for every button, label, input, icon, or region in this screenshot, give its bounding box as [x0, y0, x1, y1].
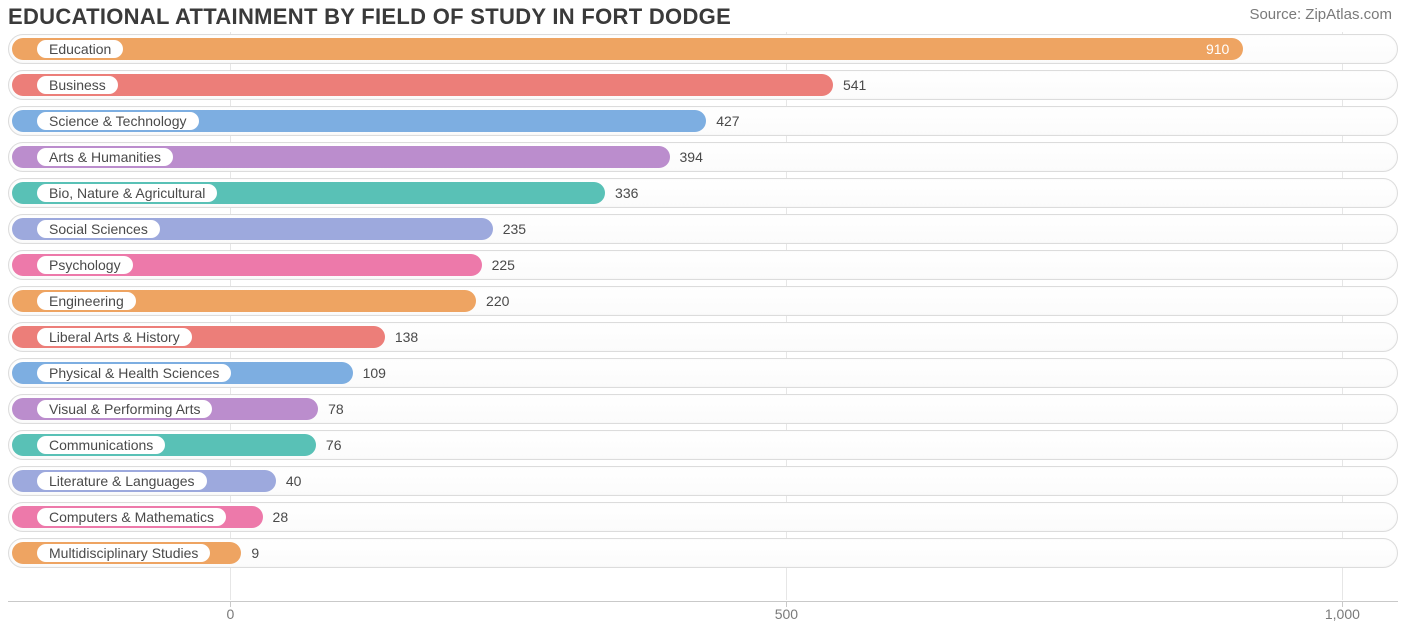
- bar-value: 336: [615, 185, 638, 201]
- bar-label-pill: Visual & Performing Arts: [35, 398, 214, 420]
- plot-area: Education 910 Business 541 Science & Technol…: [8, 32, 1398, 600]
- tick-label: 1,000: [1325, 606, 1360, 622]
- bar-label-pill: Engineering: [35, 290, 138, 312]
- bar-value: 76: [326, 437, 342, 453]
- bar-value: 541: [843, 77, 866, 93]
- bar-label-pill: Computers & Mathematics: [35, 506, 228, 528]
- bar-track: Science & Technology 427: [8, 106, 1398, 136]
- bar-track: Arts & Humanities 394: [8, 142, 1398, 172]
- bar-value: 28: [273, 509, 289, 525]
- bar-label-pill: Literature & Languages: [35, 470, 209, 492]
- bar-value: 40: [286, 473, 302, 489]
- bar-label-pill: Arts & Humanities: [35, 146, 175, 168]
- bar-label-pill: Education: [35, 38, 125, 60]
- bar-track: Computers & Mathematics 28: [8, 502, 1398, 532]
- bar-value: 910: [1206, 41, 1229, 57]
- bar-value: 9: [251, 545, 259, 561]
- bar-value: 138: [395, 329, 418, 345]
- bar-track: Communications 76: [8, 430, 1398, 460]
- bar-value: 235: [503, 221, 526, 237]
- bar-label-pill: Communications: [35, 434, 167, 456]
- bar-label-pill: Multidisciplinary Studies: [35, 542, 212, 564]
- header: EDUCATIONAL ATTAINMENT BY FIELD OF STUDY…: [0, 0, 1406, 30]
- bar-track: Literature & Languages 40: [8, 466, 1398, 496]
- bar-track: Engineering 220: [8, 286, 1398, 316]
- bar-label-pill: Liberal Arts & History: [35, 326, 194, 348]
- bar-value: 427: [716, 113, 739, 129]
- bar-track: Multidisciplinary Studies 9: [8, 538, 1398, 568]
- bar-track: Bio, Nature & Agricultural 336: [8, 178, 1398, 208]
- bar-track: Physical & Health Sciences 109: [8, 358, 1398, 388]
- bar: [12, 74, 833, 96]
- bar-track: Business 541: [8, 70, 1398, 100]
- bar: [12, 38, 1243, 60]
- bar-value: 225: [492, 257, 515, 273]
- bar-value: 220: [486, 293, 509, 309]
- bar-track: Education 910: [8, 34, 1398, 64]
- bar-label-pill: Psychology: [35, 254, 135, 276]
- bar-label-pill: Bio, Nature & Agricultural: [35, 182, 219, 204]
- bar-track: Psychology 225: [8, 250, 1398, 280]
- bar-track: Social Sciences 235: [8, 214, 1398, 244]
- bar-label-pill: Social Sciences: [35, 218, 162, 240]
- bar-value: 109: [363, 365, 386, 381]
- chart-title: EDUCATIONAL ATTAINMENT BY FIELD OF STUDY…: [8, 4, 731, 30]
- bar-track: Visual & Performing Arts 78: [8, 394, 1398, 424]
- tick-label: 0: [226, 606, 234, 622]
- chart-source: Source: ZipAtlas.com: [1249, 4, 1398, 23]
- bar-label-pill: Science & Technology: [35, 110, 201, 132]
- x-axis: 0 500 1,000: [8, 601, 1398, 623]
- bar-label-pill: Physical & Health Sciences: [35, 362, 233, 384]
- bar-value: 394: [680, 149, 703, 165]
- bar-label-pill: Business: [35, 74, 120, 96]
- bar-value: 78: [328, 401, 344, 417]
- tick-label: 500: [775, 606, 798, 622]
- bar-track: Liberal Arts & History 138: [8, 322, 1398, 352]
